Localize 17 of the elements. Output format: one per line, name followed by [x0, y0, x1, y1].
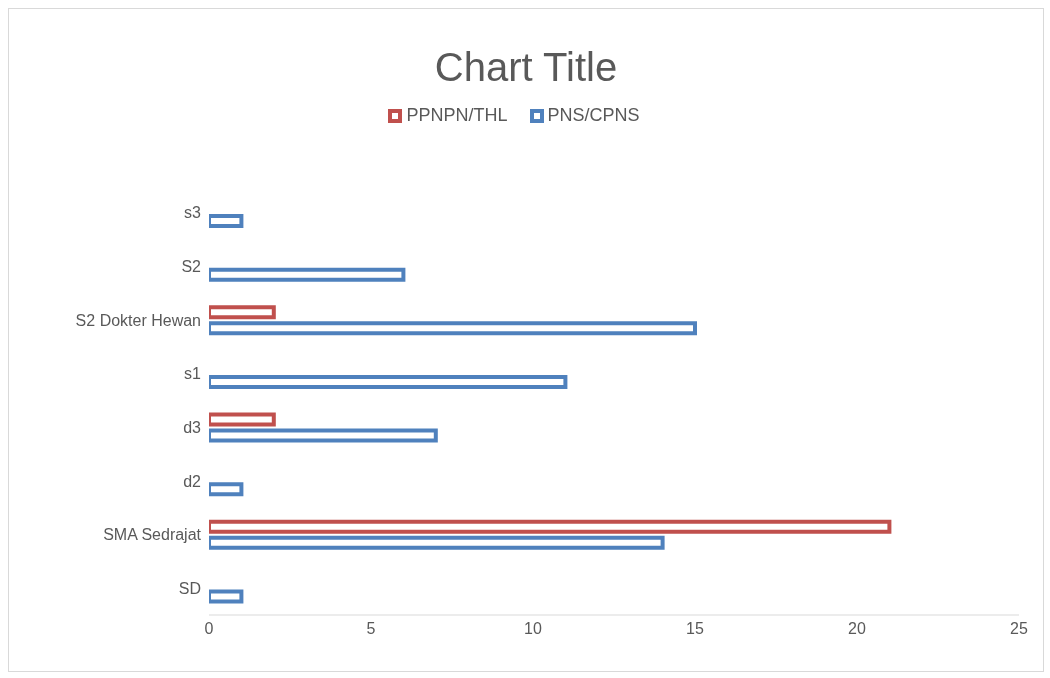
x-tick-label: 20: [848, 620, 866, 638]
chart-title: Chart Title: [433, 44, 619, 91]
legend-label: PNS/CPNS: [547, 105, 640, 126]
x-tick-label: 0: [204, 620, 214, 638]
y-tick-label: S2 Dokter Hewan: [75, 311, 201, 329]
y-tick-label: SMA Sedrajat: [103, 526, 202, 544]
y-tick-label: d2: [183, 472, 202, 490]
x-tick-label: 25: [1010, 620, 1028, 638]
y-tick-label: d3: [183, 418, 202, 436]
y-tick-label: S2: [181, 258, 202, 276]
y-tick-label: s3: [184, 204, 202, 222]
legend-label: PPNPN/THL: [406, 105, 508, 126]
y-tick-label: SD: [178, 579, 201, 597]
x-tick-label: 15: [686, 620, 704, 638]
y-tick-label: s1: [184, 365, 202, 383]
x-tick-label: 10: [524, 620, 542, 638]
x-tick-label: 5: [366, 620, 376, 638]
